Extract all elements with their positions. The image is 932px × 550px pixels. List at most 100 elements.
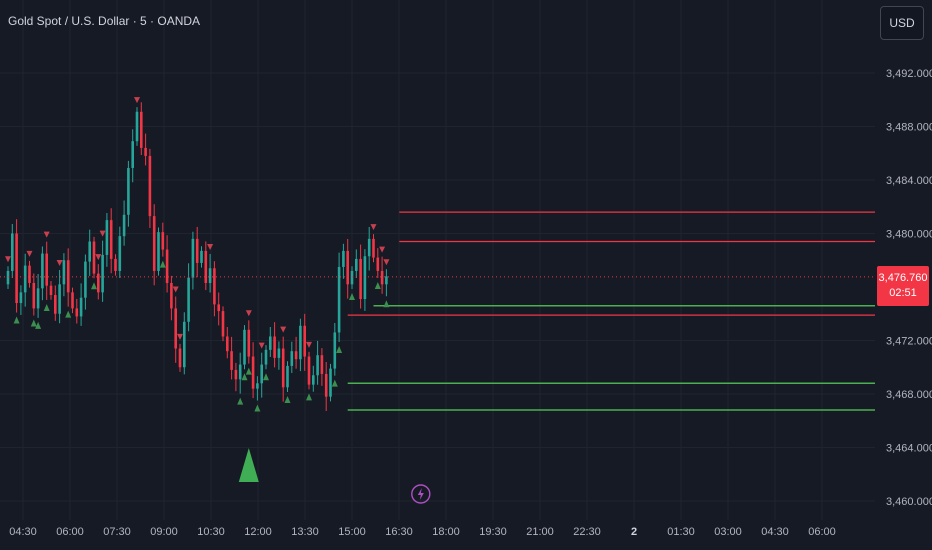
x-axis-label: 01:30 <box>667 526 695 538</box>
candle-body <box>243 329 246 365</box>
candle-body <box>161 232 165 250</box>
candle-body <box>135 111 139 142</box>
candle-body <box>234 369 238 380</box>
candle-body <box>359 258 362 300</box>
buy-signal-icon <box>336 345 343 353</box>
candle-body <box>75 308 79 317</box>
candle-body <box>131 141 134 168</box>
candle-body <box>84 261 87 298</box>
x-axis-label: 22:30 <box>573 526 601 538</box>
candle-body <box>372 238 375 258</box>
bar-countdown-label: 02:51 <box>889 287 917 299</box>
last-price-tag: 3,476.760 02:51 <box>877 266 929 306</box>
candle-body <box>238 364 242 380</box>
candle-body <box>187 277 190 322</box>
candle-body <box>355 258 358 271</box>
candle-body <box>19 292 23 304</box>
sell-signal-icon <box>5 256 11 263</box>
candle-body <box>71 292 74 309</box>
candle-body <box>200 250 203 263</box>
x-axis-label: 19:30 <box>479 526 507 538</box>
candle-body <box>217 304 220 312</box>
candle-body <box>191 238 195 278</box>
buy-signal-icon <box>241 373 248 381</box>
x-axis-label: 2 <box>631 526 637 538</box>
candle-body <box>23 265 27 293</box>
candle-body <box>58 284 61 314</box>
x-axis-label: 10:30 <box>197 526 225 538</box>
candle-body <box>251 356 255 389</box>
candle-body <box>208 268 212 283</box>
candle-body <box>195 238 199 263</box>
currency-button[interactable]: USD <box>880 6 924 40</box>
candle-body <box>221 311 225 337</box>
buy-signal-icon <box>65 310 72 318</box>
x-axis-label: 03:00 <box>714 526 742 538</box>
sell-signal-icon <box>306 341 312 348</box>
candle-body <box>178 348 182 368</box>
candle-body <box>264 349 268 365</box>
chart-title: Gold Spot / U.S. Dollar · 5 · OANDA <box>8 14 201 28</box>
buy-signal-icon <box>159 260 166 268</box>
candle-body <box>105 220 109 255</box>
candle-body <box>213 268 216 305</box>
buy-signal-icon <box>284 395 291 403</box>
sell-signal-icon <box>26 250 33 257</box>
candle-body <box>380 270 384 285</box>
candle-body <box>273 336 276 358</box>
candle-body <box>183 321 186 368</box>
candle-body <box>247 329 251 357</box>
candle-body <box>367 238 371 257</box>
candle-body <box>36 288 40 309</box>
candle-body <box>342 250 345 267</box>
candle-body <box>286 365 289 388</box>
candle-body <box>269 336 272 350</box>
x-axis-label: 12:00 <box>244 526 272 538</box>
candle-body <box>324 373 328 397</box>
candle-body <box>122 214 126 237</box>
candle-body <box>97 273 100 293</box>
sell-signal-icon <box>95 254 102 261</box>
buy-signal-icon <box>383 300 390 308</box>
candle-body <box>140 111 143 148</box>
sell-signal-icon <box>245 310 252 317</box>
sell-signal-icon <box>177 333 183 340</box>
x-axis-label: 06:00 <box>808 526 836 538</box>
candle-body <box>260 364 263 384</box>
candle-body <box>54 295 57 314</box>
sell-signal-icon <box>383 259 390 266</box>
x-axis-label: 13:30 <box>291 526 319 538</box>
candle-body <box>320 355 324 374</box>
candle-body <box>92 241 96 274</box>
sell-signal-icon <box>134 97 140 104</box>
candle-body <box>226 336 229 352</box>
x-axis-label: 09:00 <box>150 526 178 538</box>
candle-body <box>79 297 83 317</box>
sell-signal-icon <box>172 286 179 293</box>
candle-body <box>62 260 66 285</box>
candle-body <box>346 250 349 285</box>
candle-body <box>109 220 113 259</box>
buy-signal-icon <box>245 367 252 375</box>
candle-body <box>6 270 10 285</box>
x-axis-label: 16:30 <box>385 526 413 538</box>
sell-signal-icon <box>207 243 214 250</box>
candle-body <box>333 332 337 369</box>
sell-signal-icon <box>258 342 265 349</box>
candle-body <box>88 241 91 262</box>
candle-body <box>66 260 70 293</box>
candle-body <box>165 249 169 283</box>
buy-signal-icon <box>254 404 261 412</box>
candle-body <box>152 216 156 271</box>
candle-body <box>307 356 311 385</box>
candle-body <box>32 282 36 309</box>
candle-body <box>329 368 332 397</box>
y-axis-label: 3,460.000 <box>886 496 932 508</box>
candle-body <box>174 308 177 349</box>
strong-buy-signal-icon <box>238 448 259 482</box>
x-axis-label: 07:30 <box>103 526 131 538</box>
x-axis-label: 21:00 <box>526 526 554 538</box>
y-axis-label: 3,492.000 <box>886 68 932 80</box>
